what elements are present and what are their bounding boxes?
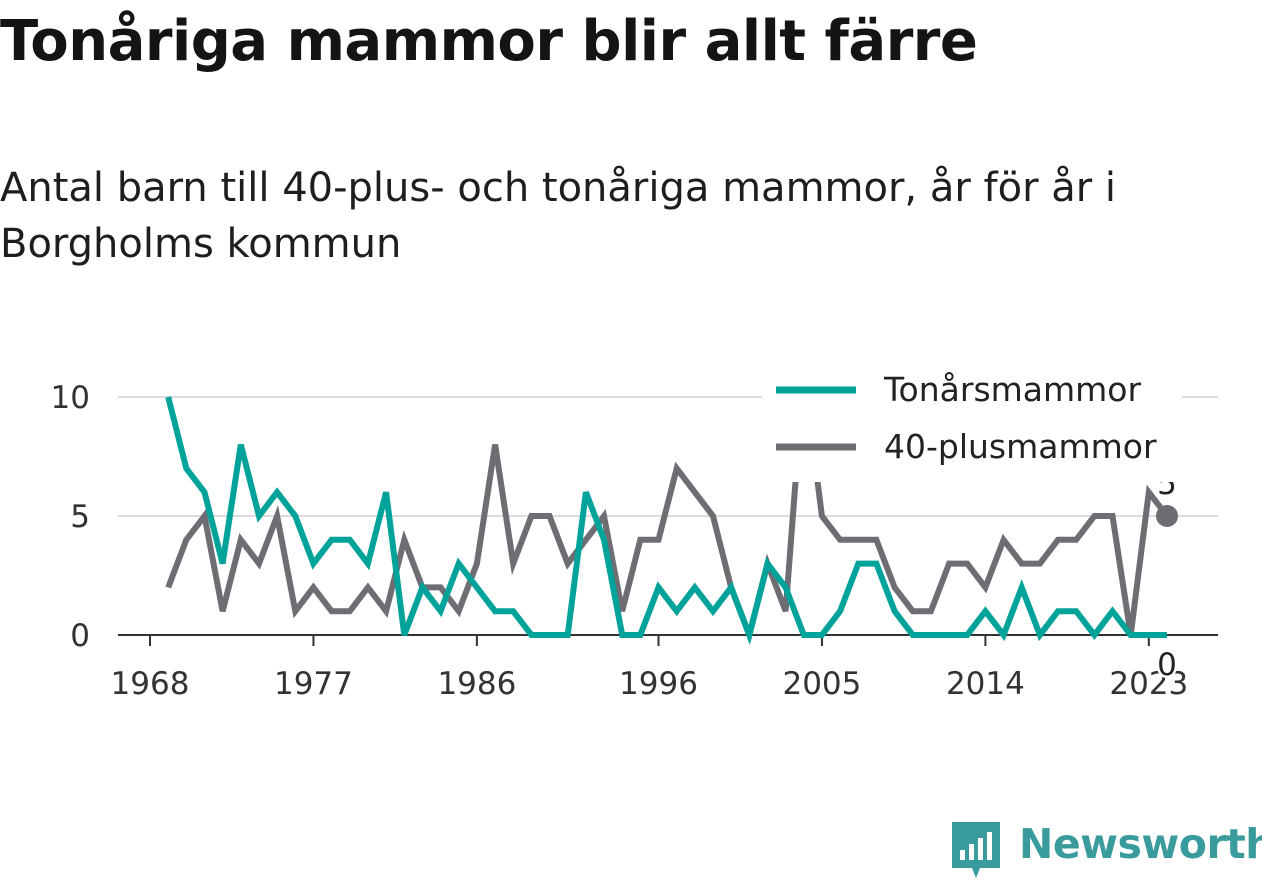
chart-title: Tonåriga mammor blir allt färre — [0, 9, 978, 74]
y-tick-label: 5 — [70, 499, 90, 535]
series-line-tonarsmammor — [165, 396, 1167, 645]
legend: Tonårsmammor 40-plusmammor — [762, 362, 1182, 482]
legend-label-40-plusmammor: 40-plusmammor — [884, 427, 1157, 466]
x-tick-label: 1996 — [619, 666, 698, 702]
series-end-markers: 05 — [1155, 464, 1180, 686]
x-tick-label: 2014 — [946, 666, 1025, 702]
end-marker-40-plusmammor — [1156, 505, 1178, 527]
x-tick-label: 2005 — [782, 666, 861, 702]
x-tick-label: 2023 — [1109, 666, 1188, 702]
x-tick-label: 1986 — [437, 666, 516, 702]
newsworthy-logo: Newsworthy — [950, 818, 1262, 878]
y-axis-tick-labels: 0 5 10 — [51, 380, 90, 654]
newsworthy-logo-icon — [952, 822, 1000, 878]
chart-subtitle: Antal barn till 40-plus- och tonåriga ma… — [0, 165, 1117, 267]
legend-label-tonarsmammor: Tonårsmammor — [883, 370, 1141, 409]
series-line-40-plusmammor — [165, 372, 1170, 645]
x-axis-ticks: 1968 1977 1986 1996 2005 2014 2023 — [111, 635, 1188, 702]
brand-name: Newsworthy — [1019, 820, 1262, 868]
series-lines — [165, 372, 1170, 645]
legend-background — [762, 362, 1182, 482]
x-tick-label: 1977 — [274, 666, 353, 702]
y-tick-label: 10 — [51, 380, 90, 416]
x-tick-label: 1968 — [111, 666, 190, 702]
y-tick-label: 0 — [70, 618, 90, 654]
end-label-tonarsmammor: 0 — [1157, 647, 1177, 683]
